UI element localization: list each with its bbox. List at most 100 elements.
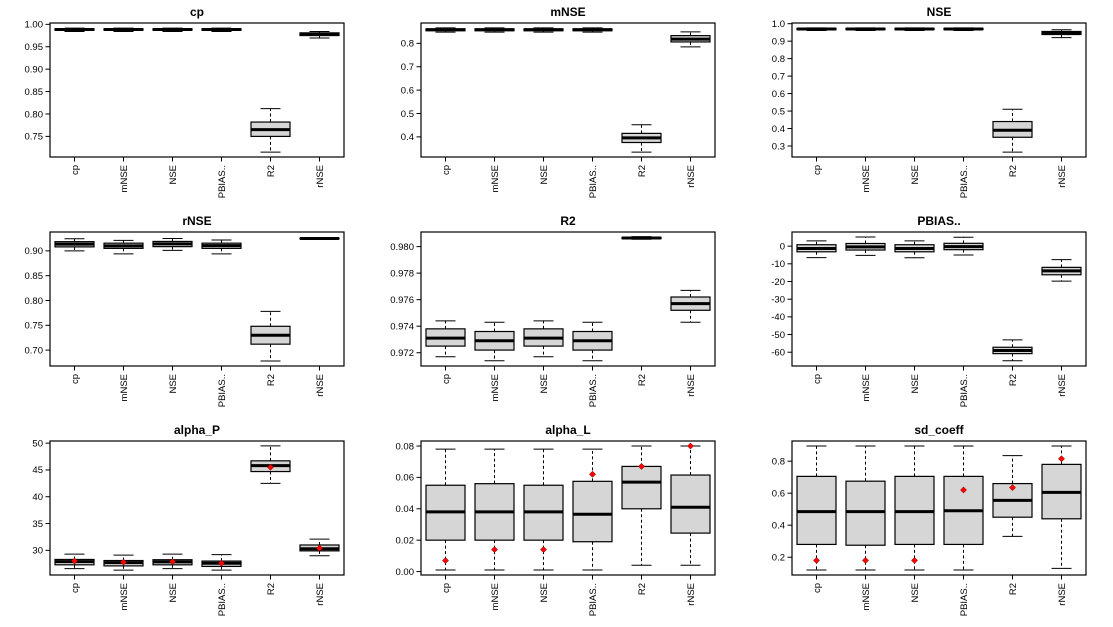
plot-border [420,440,716,576]
x-axis-label: cp [70,374,81,384]
y-axis-tick-label: 0.02 [396,535,415,546]
panel-title: mNSE [550,5,586,19]
x-axis-label: rNSE [686,165,697,188]
y-axis-tick-label: 0.06 [396,473,415,484]
panel-title: rNSE [182,214,212,228]
x-axis-label: PBIAS.. [217,583,228,616]
x-axis-label: NSE [539,374,550,394]
y-axis-tick-label: 0.90 [25,64,44,75]
mean-marker [218,559,225,567]
y-axis-tick-label: 0.7 [772,71,785,82]
mean-marker [813,556,820,564]
mean-marker [1009,484,1016,492]
x-axis-label: rNSE [315,165,326,188]
x-axis-label: R2 [637,583,648,595]
x-axis-label: PBIAS.. [588,165,599,198]
y-axis-tick-label: 35 [32,519,43,530]
x-axis-label: NSE [910,583,921,603]
y-axis-tick-label: 0.08 [396,441,415,452]
x-axis-label: mNSE [490,374,501,401]
y-axis-tick-label: -40 [771,312,785,323]
x-axis-label: PBIAS.. [217,374,228,407]
box-rect [845,480,886,546]
y-axis-tick-label: 1.0 [772,19,785,30]
y-axis-tick-label: 0.95 [25,42,44,53]
mean-marker [316,544,323,552]
x-axis-label: R2 [266,374,277,386]
x-axis-label: cp [70,583,81,593]
x-axis-label: rNSE [315,374,326,397]
panel-alpha-p: alpha_P 50 45 40 35 30 cp mNSE NSE PBIAS.. R2 rNSE [0,418,371,627]
plot-border [49,22,345,158]
x-axis-label: NSE [910,165,921,185]
y-axis-tick-label: 0.5 [401,109,414,120]
x-axis-label: PBIAS.. [959,165,970,198]
y-axis-tick-label: 0.8 [401,39,414,50]
x-axis-label: rNSE [686,583,697,606]
panel-title: sd_coeff [914,423,964,437]
x-axis-label: NSE [539,165,550,185]
x-axis-label: rNSE [686,374,697,397]
y-axis-tick-label: 0.2 [772,553,785,564]
panel-title: NSE [926,5,952,19]
y-axis-tick-label: 0.5 [772,106,785,117]
y-axis-tick-label: -50 [771,330,785,341]
x-axis-label: cp [70,165,81,175]
x-axis-label: NSE [168,583,179,603]
y-axis-tick-label: 0.90 [25,246,44,257]
x-axis-label: mNSE [861,165,872,192]
plot-border [420,22,716,158]
mean-marker [267,463,274,471]
y-axis-tick-label: 0.00 [396,567,415,578]
x-axis-label: mNSE [119,165,130,192]
y-axis-tick-label: 0.85 [25,271,44,282]
x-axis-label: mNSE [861,374,872,401]
y-axis-tick-label: 0.6 [401,85,414,96]
plot-border [791,22,1087,158]
y-axis-tick-label: 0.978 [390,268,414,279]
x-axis-label: mNSE [490,583,501,610]
boxplot-canvas-cp: 1.00 0.95 0.90 0.85 0.80 0.75 cp mNSE NSE PBIAS..… [25,20,345,198]
mean-marker [911,556,918,564]
x-axis-label: PBIAS.. [217,165,228,198]
x-axis-label: rNSE [1057,165,1068,188]
y-axis-tick-label: -20 [771,277,785,288]
y-axis-tick-label: 0.8 [772,456,785,467]
y-axis-tick-label: 0.80 [25,109,44,120]
y-axis-tick-label: 0.974 [390,321,414,332]
panel-r2: R2 0.980 0.978 0.976 0.974 0.972 cp mNSE NSE PBI… [371,209,742,418]
y-axis-tick-label: -10 [771,259,785,270]
mean-marker [960,486,967,494]
x-axis-label: mNSE [119,374,130,401]
x-axis-label: PBIAS.. [588,374,599,407]
boxplot-canvas-nse: 1.0 0.9 0.8 0.7 0.6 0.5 0.4 0.3 cp mNSE NSE PBIAS..… [772,19,1087,198]
y-axis-tick-label: 0.4 [401,132,414,143]
x-axis-label: NSE [168,165,179,185]
y-axis-tick-label: 0.7 [401,62,414,73]
y-axis-tick-label: 0.6 [772,89,785,100]
boxplot-canvas-r2: 0.980 0.978 0.976 0.974 0.972 cp mNSE NSE PBIAS.… [390,231,716,407]
boxplot-canvas-rnse: 0.90 0.85 0.80 0.75 0.70 cp mNSE NSE PBIAS.. R2 rN… [25,231,345,407]
mean-marker [120,558,127,566]
plot-border [49,231,345,367]
mean-marker [687,442,694,450]
y-axis-tick-label: 0.3 [772,141,785,152]
panel-nse: NSE 1.0 0.9 0.8 0.7 0.6 0.5 0.4 0.3 cp mNSE NSE PBI… [742,0,1113,209]
y-axis-tick-label: 45 [32,465,43,476]
y-axis-tick-label: -30 [771,294,785,305]
y-axis-tick-label: 0 [780,241,785,252]
panel-mnse: mNSE 0.8 0.7 0.6 0.5 0.4 cp mNSE NSE PBIAS.. R2 rN… [371,0,742,209]
y-axis-tick-label: -60 [771,348,785,359]
box-rect [572,480,613,543]
y-axis-tick-label: 0.04 [396,504,415,515]
x-axis-label: rNSE [1057,374,1068,397]
y-axis-tick-label: 0.9 [772,36,785,47]
mean-marker [71,557,78,565]
y-axis-tick-label: 0.4 [772,124,785,135]
y-axis-tick-label: 0.976 [390,295,414,306]
y-axis-tick-label: 0.972 [390,348,414,359]
plot-border [49,440,345,576]
mean-marker [540,546,547,554]
boxplot-canvas-mnse: 0.8 0.7 0.6 0.5 0.4 cp mNSE NSE PBIAS.. R2 rNSE [401,22,716,198]
y-axis-tick-label: 0.8 [772,54,785,65]
